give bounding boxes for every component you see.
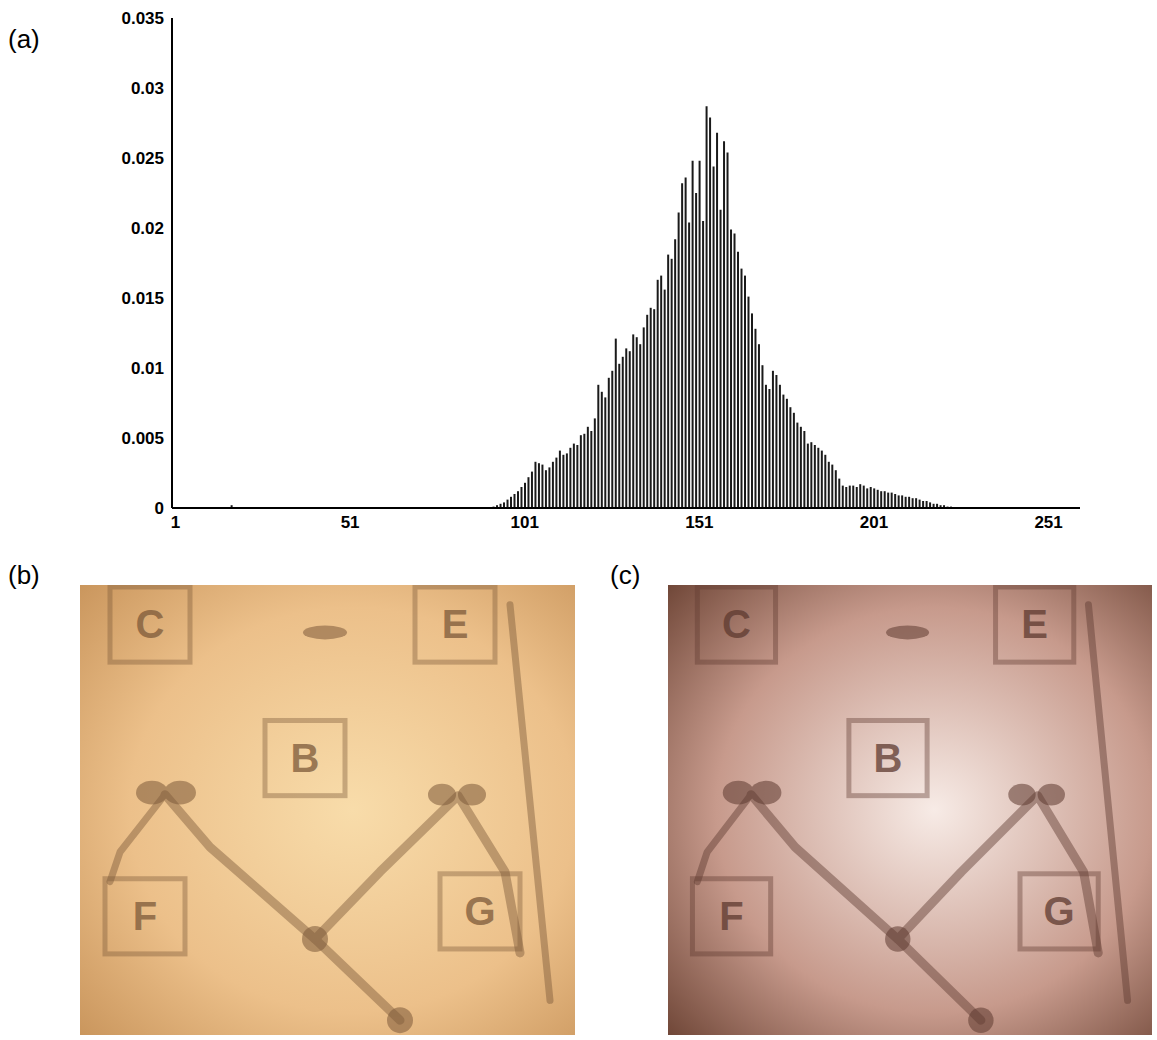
svg-text:0.005: 0.005 <box>121 429 164 448</box>
svg-text:G: G <box>464 889 495 933</box>
html-text:(c): (c) <box>610 560 641 590</box>
svg-text:B: B <box>291 736 320 780</box>
svg-text:101: 101 <box>511 513 539 532</box>
svg-text:0: 0 <box>155 499 164 518</box>
svg-text:0.025: 0.025 <box>121 149 164 168</box>
svg-text:F: F <box>719 894 743 938</box>
html-text:(b): (b) <box>8 560 40 590</box>
svg-text:B: B <box>874 736 903 780</box>
svg-text:251: 251 <box>1034 513 1062 532</box>
svg-text:C: C <box>136 602 165 646</box>
html-text:(a): (a) <box>8 24 40 54</box>
svg-text:51: 51 <box>341 513 360 532</box>
svg-text:151: 151 <box>685 513 713 532</box>
svg-text:E: E <box>442 602 469 646</box>
svg-text:F: F <box>133 894 157 938</box>
svg-text:0.03: 0.03 <box>131 79 164 98</box>
svg-text:201: 201 <box>860 513 888 532</box>
svg-text:0.015: 0.015 <box>121 289 164 308</box>
svg-text:0.035: 0.035 <box>121 9 164 28</box>
svg-text:0.02: 0.02 <box>131 219 164 238</box>
svg-text:C: C <box>722 602 751 646</box>
svg-text:E: E <box>1021 602 1048 646</box>
svg-text:1: 1 <box>171 513 180 532</box>
svg-text:G: G <box>1044 889 1075 933</box>
svg-text:0.01: 0.01 <box>131 359 164 378</box>
